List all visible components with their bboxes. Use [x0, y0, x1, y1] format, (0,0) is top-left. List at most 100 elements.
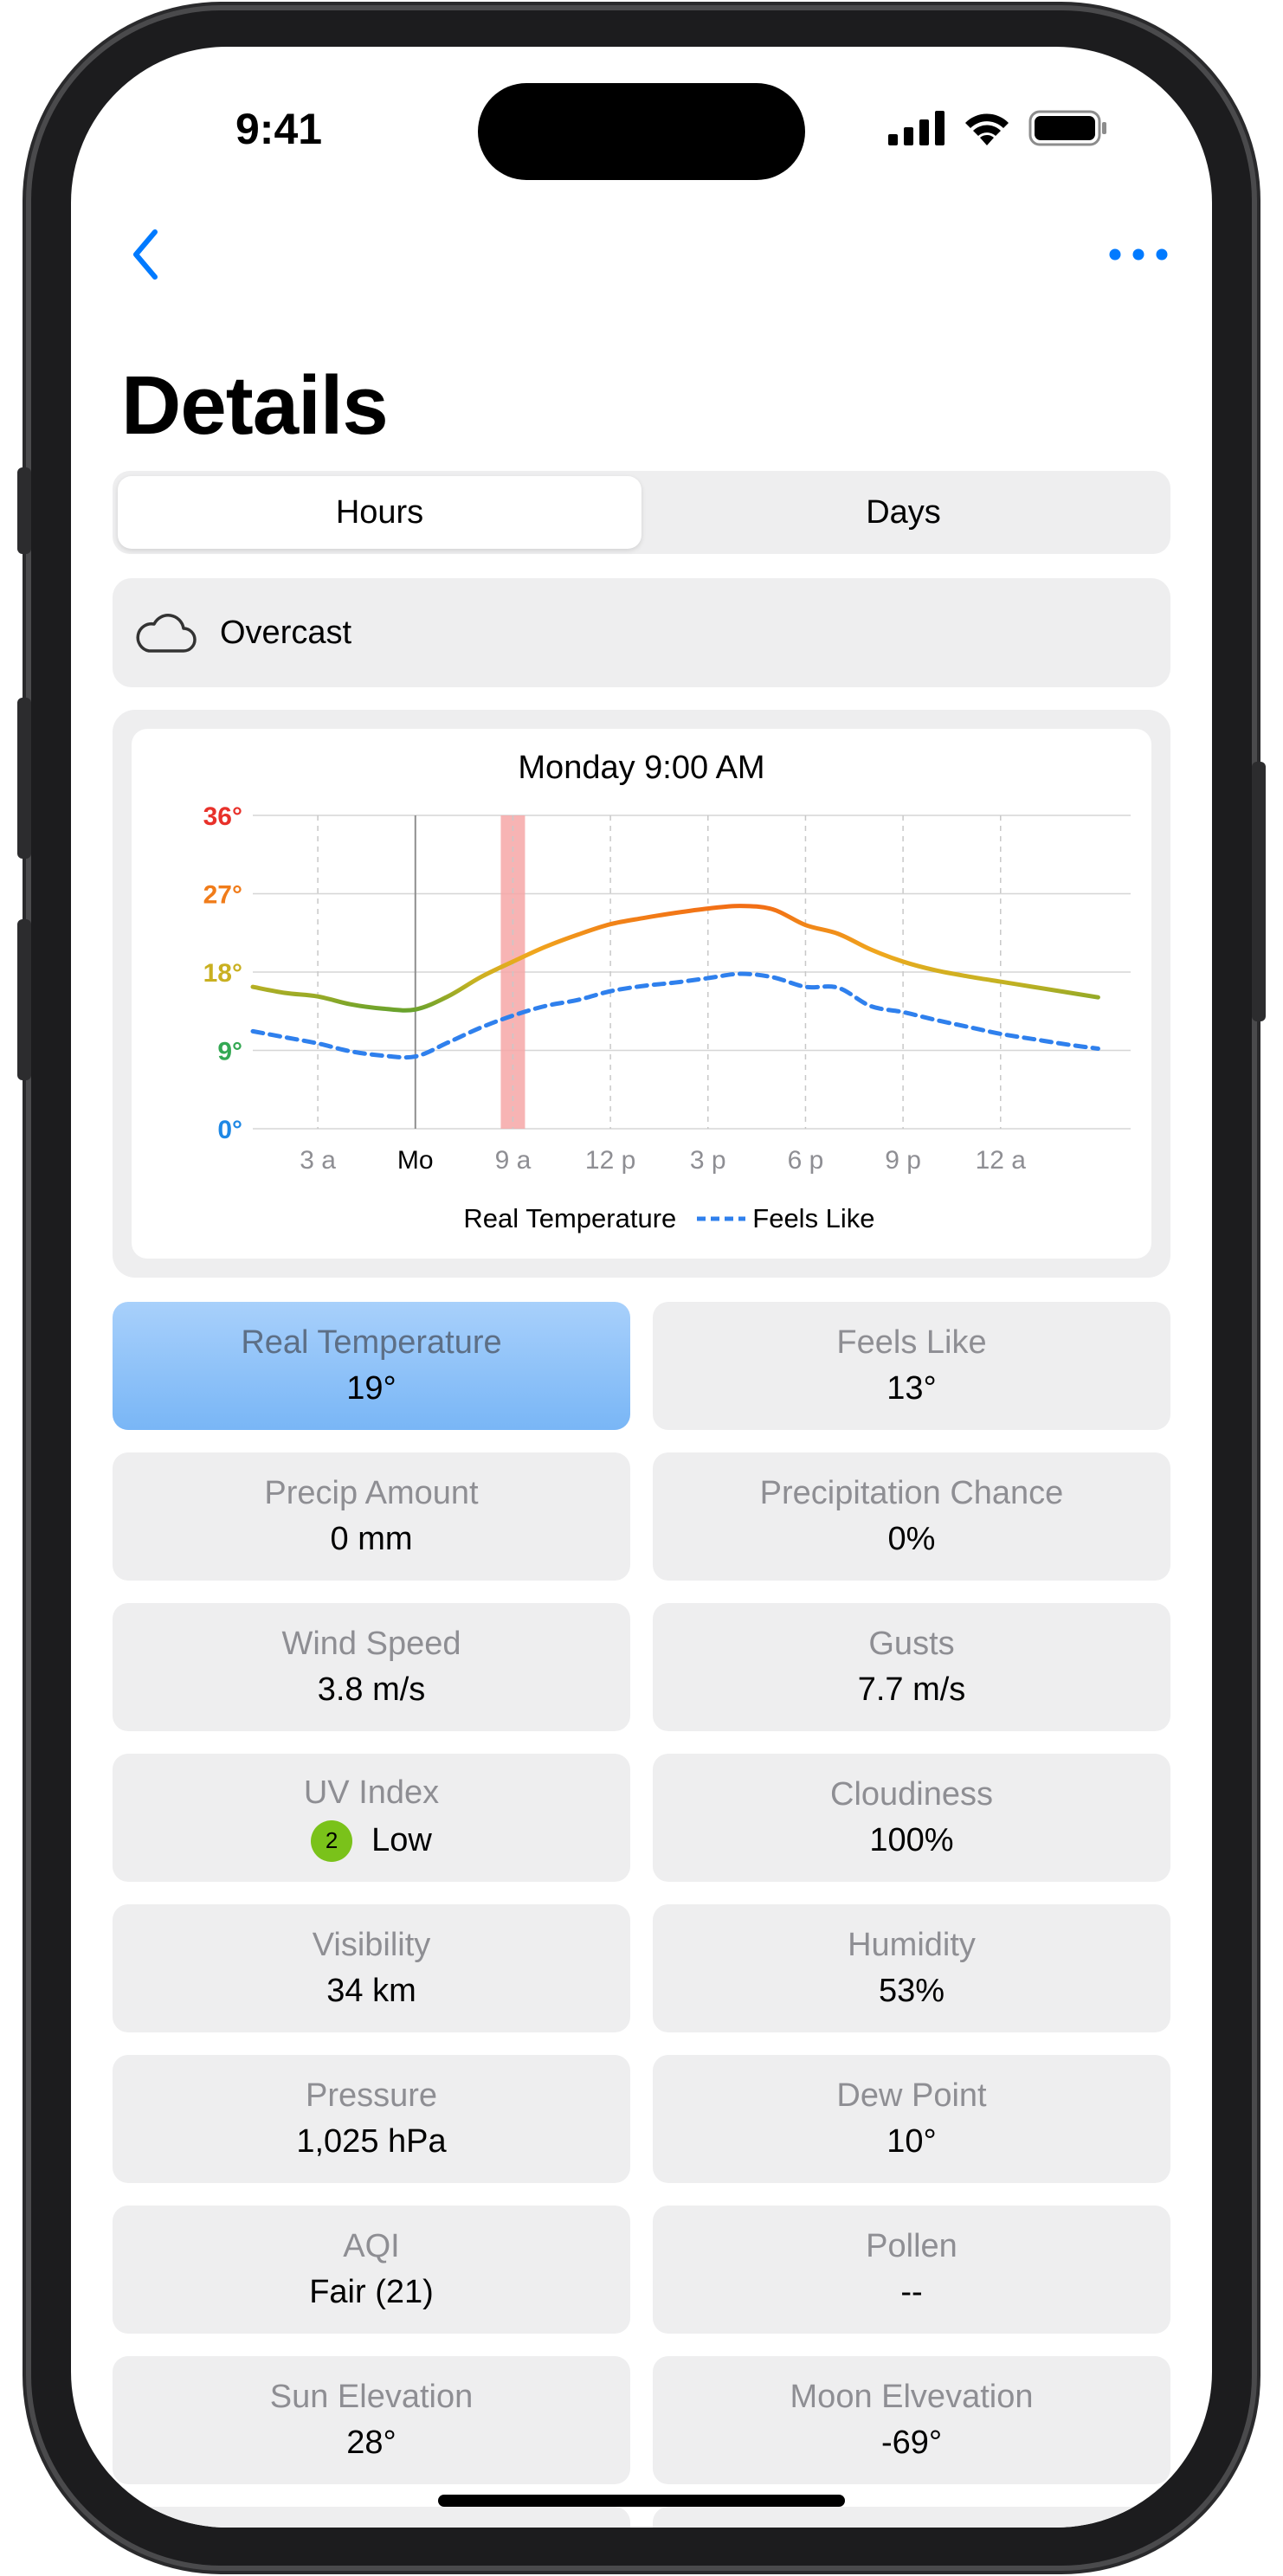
- tile-value: 10°: [886, 2123, 936, 2161]
- detail-tile-uv-index[interactable]: UV Index 2 Low: [113, 1754, 630, 1882]
- detail-tile-wind-chill[interactable]: Wind Chill: [653, 2507, 1170, 2528]
- detail-tile-pressure[interactable]: Pressure 1,025 hPa: [113, 2055, 630, 2183]
- series-line-real-temperature: [250, 904, 1100, 1013]
- tile-value-text: --: [900, 2274, 923, 2310]
- home-indicator: [438, 2495, 845, 2507]
- tile-value: Fair (21): [309, 2274, 434, 2311]
- segment-days[interactable]: Days: [866, 493, 941, 531]
- detail-tile-feels-like[interactable]: Feels Like 13°: [653, 1302, 1170, 1430]
- detail-tile-real-temperature[interactable]: Real Temperature 19°: [113, 1302, 630, 1430]
- more-button[interactable]: [1099, 220, 1177, 289]
- detail-tile-visibility[interactable]: Visibility 34 km: [113, 1904, 630, 2032]
- tile-value-text: 100%: [869, 1822, 954, 1858]
- tile-label: AQI: [343, 2228, 400, 2264]
- chart-title: Monday 9:00 AM: [518, 750, 765, 786]
- ellipsis-icon: [1109, 248, 1168, 261]
- tile-value-text: Low: [371, 1822, 432, 1858]
- tile-label: Humidity: [848, 1927, 976, 1963]
- tile-value: 7.7 m/s: [858, 1671, 966, 1709]
- page-title: Details: [121, 359, 389, 452]
- tile-label: Wind Speed: [281, 1626, 461, 1662]
- detail-tile-dew-point[interactable]: Dew Point 10°: [653, 2055, 1170, 2183]
- detail-tile-cloudiness[interactable]: Cloudiness 100%: [653, 1754, 1170, 1882]
- tile-value-text: 19°: [346, 1370, 397, 1407]
- chart-card: Monday 9:00 AM 36° 27° 18° 9° 0° 3 a Mo 9 a 12 p…: [132, 729, 1151, 1259]
- status-time: 9:41: [235, 105, 323, 153]
- tile-value: 13°: [886, 1370, 936, 1407]
- legend-item-real-temperature: Real Temperature: [408, 1203, 676, 1234]
- x-tick-label: 12 p: [585, 1146, 635, 1175]
- detail-tile-humidity[interactable]: Humidity 53%: [653, 1904, 1170, 2032]
- screen: 9:41 Details Hours: [71, 47, 1212, 2528]
- condition-card: Overcast: [113, 578, 1170, 687]
- tile-value: -69°: [881, 2425, 942, 2462]
- back-button[interactable]: [119, 220, 171, 289]
- tile-value: --: [900, 2274, 922, 2311]
- tile-value-text: -69°: [880, 2425, 943, 2461]
- detail-tile-precipitation-chance[interactable]: Precipitation Chance 0%: [653, 1452, 1170, 1581]
- tile-value: 0%: [888, 1521, 936, 1558]
- power-button: [1252, 762, 1266, 1021]
- tile-value-text: 0%: [887, 1521, 936, 1557]
- tile-label: Sun Elevation: [269, 2379, 474, 2415]
- segment-hours[interactable]: Hours: [118, 476, 642, 549]
- y-tick-label: 36°: [203, 802, 242, 831]
- tile-label: Real Temperature: [241, 1324, 502, 1361]
- chart-legend: Real Temperature Feels Like: [132, 1203, 1151, 1234]
- x-tick-label: 3 a: [300, 1146, 336, 1175]
- tile-value-text: 34 km: [326, 1973, 416, 2009]
- tile-value-text: 7.7 m/s: [857, 1671, 966, 1708]
- volume-up-button: [17, 698, 31, 859]
- detail-tile-aqi[interactable]: AQI Fair (21): [113, 2206, 630, 2334]
- mute-switch: [17, 467, 31, 554]
- detail-tile-gusts[interactable]: Gusts 7.7 m/s: [653, 1603, 1170, 1731]
- detail-tile-heat-index[interactable]: Heat Index: [113, 2507, 630, 2528]
- hours-days-segmented-control: Hours Days: [113, 471, 1170, 554]
- tile-label: UV Index: [303, 1774, 440, 1811]
- tile-label: Cloudiness: [830, 1776, 993, 1813]
- detail-tile-pollen[interactable]: Pollen --: [653, 2206, 1170, 2334]
- detail-tile-precip-amount[interactable]: Precip Amount 0 mm: [113, 1452, 630, 1581]
- tile-value: 19°: [346, 1370, 396, 1407]
- cellular-signal-icon: [888, 111, 945, 145]
- chart-container: Monday 9:00 AM 36° 27° 18° 9° 0° 3 a Mo 9 a 12 p…: [113, 710, 1170, 1278]
- detail-tile-sun-elevation[interactable]: Sun Elevation 28°: [113, 2356, 630, 2484]
- tile-value-text: Fair (21): [309, 2274, 434, 2310]
- temperature-chart[interactable]: 36° 27° 18° 9° 0° 3 a Mo 9 a 12 p 3 p 6 p 9 p 12 a: [132, 729, 1151, 1259]
- tile-value: 3.8 m/s: [318, 1671, 426, 1709]
- tile-label: Pressure: [305, 2077, 438, 2114]
- tile-label: Precipitation Chance: [759, 1475, 1064, 1511]
- status-icons: [888, 109, 1108, 147]
- tile-label: Dew Point: [836, 2077, 987, 2114]
- x-tick-label: 6 p: [788, 1146, 824, 1175]
- wifi-icon: [965, 113, 1009, 145]
- series-line-feels-like: [250, 971, 1100, 1060]
- tile-label: Pollen: [866, 2228, 957, 2264]
- tile-value-text: 0 mm: [330, 1521, 413, 1557]
- tile-value-text: 13°: [886, 1370, 937, 1407]
- condition-text: Overcast: [220, 614, 352, 651]
- details-grid: Real Temperature 19° Feels Like 13° Precip A…: [113, 1302, 1170, 2528]
- chevron-left-icon: [133, 229, 158, 280]
- tile-value-text: 28°: [346, 2425, 397, 2461]
- legend-label-real-temperature: Real Temperature: [463, 1203, 677, 1233]
- battery-icon: [1028, 110, 1106, 146]
- cloud-icon: [136, 614, 197, 653]
- detail-tile-wind-speed[interactable]: Wind Speed 3.8 m/s: [113, 1603, 630, 1731]
- tile-label: Feels Like: [836, 1324, 987, 1361]
- legend-label-feels-like: Feels Like: [752, 1203, 875, 1233]
- tile-label: Gusts: [868, 1626, 955, 1662]
- tile-value: 0 mm: [331, 1521, 413, 1558]
- tile-value: 2 Low: [311, 1819, 432, 1862]
- detail-tile-moon-elvevation[interactable]: Moon Elvevation -69°: [653, 2356, 1170, 2484]
- tile-label: Visibility: [312, 1927, 431, 1963]
- y-tick-label: 9°: [217, 1038, 242, 1066]
- legend-swatch-feels-like: [697, 1216, 746, 1221]
- x-tick-label: 3 p: [690, 1146, 726, 1175]
- x-tick-label: 9 a: [495, 1146, 532, 1175]
- tile-value-text: 3.8 m/s: [317, 1671, 426, 1708]
- x-tick-label: 12 a: [976, 1146, 1027, 1175]
- tile-value: 1,025 hPa: [296, 2123, 446, 2161]
- tile-label: Precip Amount: [264, 1475, 479, 1511]
- y-tick-label: 18°: [203, 959, 242, 988]
